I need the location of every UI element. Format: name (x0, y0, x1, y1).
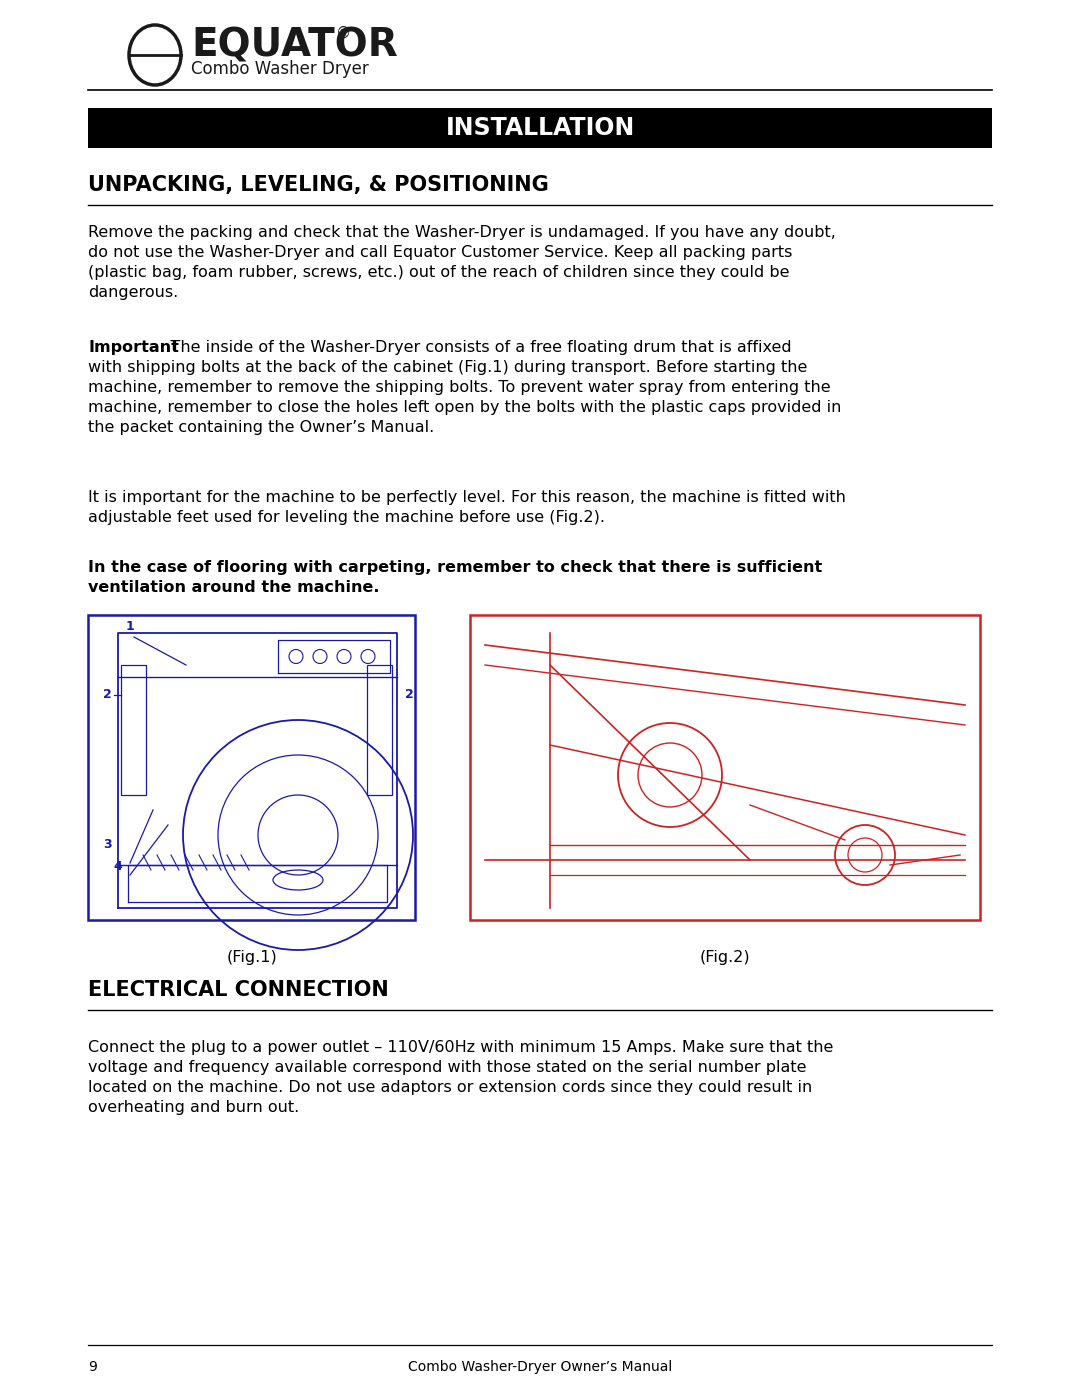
FancyBboxPatch shape (87, 615, 415, 921)
Text: 2: 2 (405, 689, 414, 701)
Text: dangerous.: dangerous. (87, 285, 178, 300)
Text: (Fig.2): (Fig.2) (700, 950, 751, 965)
Text: located on the machine. Do not use adaptors or extension cords since they could : located on the machine. Do not use adapt… (87, 1080, 812, 1095)
Text: 1: 1 (126, 620, 135, 633)
Text: UNPACKING, LEVELING, & POSITIONING: UNPACKING, LEVELING, & POSITIONING (87, 175, 549, 196)
Text: 2: 2 (103, 689, 111, 701)
FancyBboxPatch shape (87, 108, 993, 148)
Text: do not use the Washer-Dryer and call Equator Customer Service. Keep all packing : do not use the Washer-Dryer and call Equ… (87, 244, 793, 260)
Text: the packet containing the Owner’s Manual.: the packet containing the Owner’s Manual… (87, 420, 434, 434)
Text: machine, remember to close the holes left open by the bolts with the plastic cap: machine, remember to close the holes lef… (87, 400, 841, 415)
Text: adjustable feet used for leveling the machine before use (Fig.2).: adjustable feet used for leveling the ma… (87, 510, 605, 525)
Text: ELECTRICAL CONNECTION: ELECTRICAL CONNECTION (87, 981, 389, 1000)
Text: It is important for the machine to be perfectly level. For this reason, the mach: It is important for the machine to be pe… (87, 490, 846, 504)
Text: Combo Washer-Dryer Owner’s Manual: Combo Washer-Dryer Owner’s Manual (408, 1361, 672, 1375)
Text: (Fig.1): (Fig.1) (226, 950, 276, 965)
Text: 3: 3 (103, 838, 111, 852)
Text: Important: Important (87, 339, 179, 355)
Text: (plastic bag, foam rubber, screws, etc.) out of the reach of children since they: (plastic bag, foam rubber, screws, etc.)… (87, 265, 789, 279)
FancyBboxPatch shape (470, 615, 980, 921)
Text: ®: ® (336, 25, 351, 41)
Text: Connect the plug to a power outlet – 110V/60Hz with minimum 15 Amps. Make sure t: Connect the plug to a power outlet – 110… (87, 1039, 834, 1055)
Text: overheating and burn out.: overheating and burn out. (87, 1099, 299, 1115)
Text: INSTALLATION: INSTALLATION (445, 116, 635, 140)
Text: with shipping bolts at the back of the cabinet (Fig.1) during transport. Before : with shipping bolts at the back of the c… (87, 360, 808, 374)
Text: voltage and frequency available correspond with those stated on the serial numbe: voltage and frequency available correspo… (87, 1060, 807, 1076)
Text: ventilation around the machine.: ventilation around the machine. (87, 580, 379, 595)
Text: 4: 4 (113, 861, 122, 873)
Text: Combo Washer Dryer: Combo Washer Dryer (191, 60, 368, 78)
Text: : The inside of the Washer-Dryer consists of a free floating drum that is affixe: : The inside of the Washer-Dryer consist… (160, 339, 792, 355)
Text: machine, remember to remove the shipping bolts. To prevent water spray from ente: machine, remember to remove the shipping… (87, 380, 831, 395)
Text: EQUATOR: EQUATOR (191, 27, 397, 64)
Text: In the case of flooring with carpeting, remember to check that there is sufficie: In the case of flooring with carpeting, … (87, 560, 822, 576)
Text: Remove the packing and check that the Washer-Dryer is undamaged. If you have any: Remove the packing and check that the Wa… (87, 225, 836, 240)
Text: 9: 9 (87, 1361, 97, 1375)
